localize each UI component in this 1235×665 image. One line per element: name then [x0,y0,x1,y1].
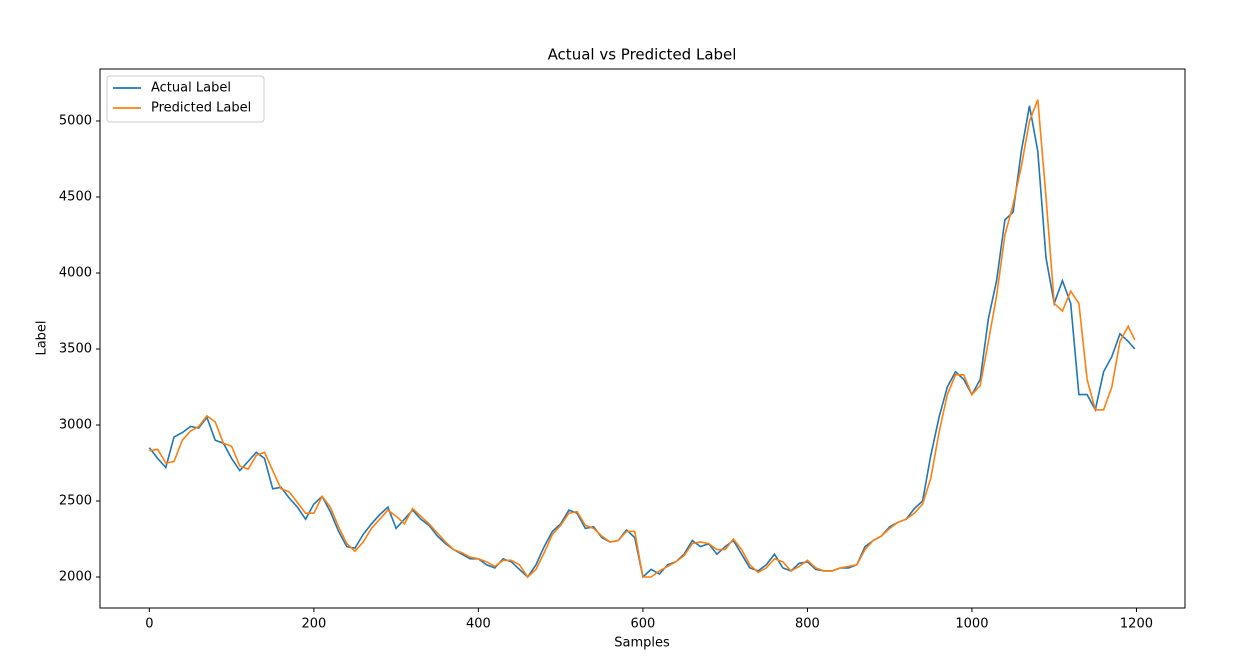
plot-frame [99,68,1186,609]
y-tick-label: 4500 [59,189,92,204]
x-tick-label: 600 [630,617,655,632]
y-tick-label: 5000 [59,113,92,128]
y-tick-label: 4000 [59,265,92,280]
x-tick-label: 0 [145,617,153,632]
x-tick-label: 1000 [955,617,988,632]
legend-label: Predicted Label [151,101,251,116]
x-axis-label: Samples [614,636,670,651]
chart-title: Actual vs Predicted Label [548,46,737,64]
y-axis-label: Label [35,320,50,355]
data-line [148,105,1136,579]
x-tick-label: 200 [301,617,326,632]
y-tick-label: 3500 [59,341,92,356]
data-line [149,99,1136,579]
legend-box [106,75,265,123]
x-tick-label: 1200 [1120,617,1153,632]
x-tick-label: 800 [795,617,820,632]
y-tick-label: 3000 [59,417,92,432]
x-tick-label: 400 [466,617,491,632]
y-tick-label: 2000 [59,569,92,584]
legend-label: Actual Label [151,81,231,96]
y-tick-label: 2500 [59,493,92,508]
